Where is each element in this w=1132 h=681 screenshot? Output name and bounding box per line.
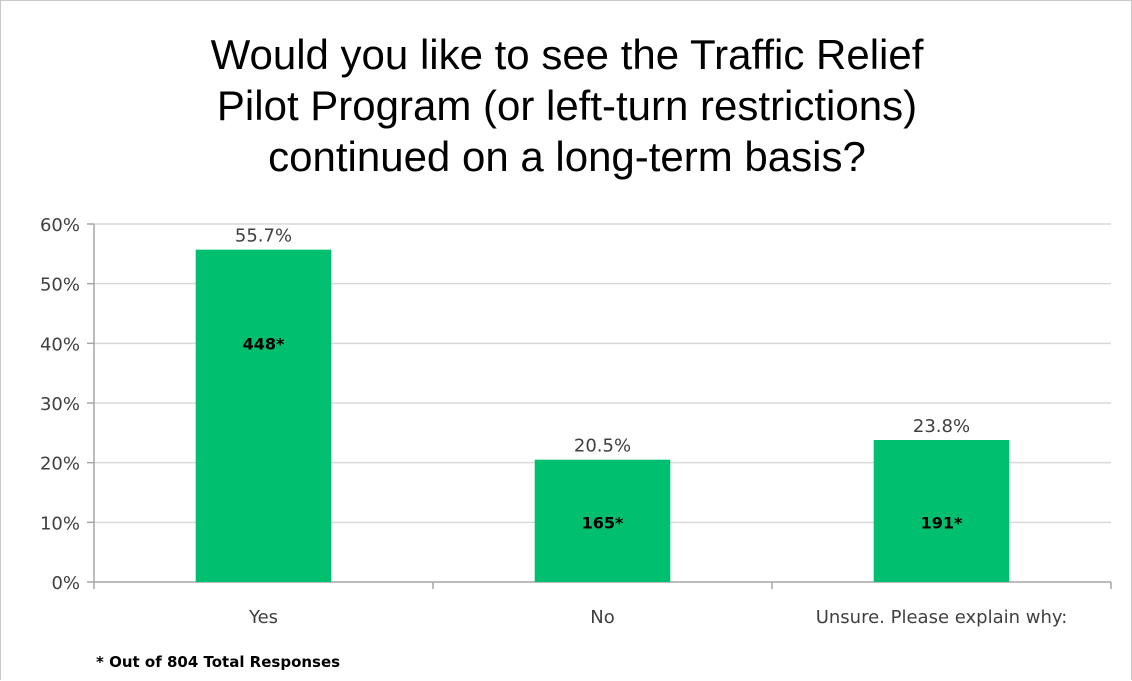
chart-title-line-2: Pilot Program (or left-turn restrictions… bbox=[216, 82, 918, 129]
bar-count-label: 165* bbox=[582, 513, 624, 532]
bar-count-label: 448* bbox=[243, 334, 285, 353]
bar-count-label: 191* bbox=[921, 513, 963, 532]
bar bbox=[534, 459, 671, 582]
y-tick-label: 50% bbox=[40, 275, 80, 296]
y-tick-label: 30% bbox=[40, 394, 80, 415]
y-tick-label: 20% bbox=[40, 454, 80, 475]
bar bbox=[195, 249, 332, 582]
bar-value-label: 23.8% bbox=[913, 416, 970, 437]
x-tick-label: Yes bbox=[248, 607, 278, 628]
bar-value-label: 20.5% bbox=[574, 436, 631, 457]
y-tick-label: 0% bbox=[51, 573, 80, 594]
y-tick-label: 60% bbox=[40, 215, 80, 236]
chart-title-line-3: continued on a long-term basis? bbox=[268, 133, 866, 180]
y-tick-label: 40% bbox=[40, 334, 80, 355]
y-tick-label: 10% bbox=[40, 513, 80, 534]
x-tick-label: No bbox=[590, 607, 614, 628]
bar bbox=[873, 439, 1010, 582]
footnote: * Out of 804 Total Responses bbox=[96, 653, 341, 671]
chart-title: Would you like to see the Traffic Relief… bbox=[61, 29, 1073, 182]
chart-title-line-1: Would you like to see the Traffic Relief bbox=[210, 31, 924, 78]
x-tick-label: Unsure. Please explain why: bbox=[816, 607, 1068, 628]
bar-value-label: 55.7% bbox=[235, 226, 292, 247]
